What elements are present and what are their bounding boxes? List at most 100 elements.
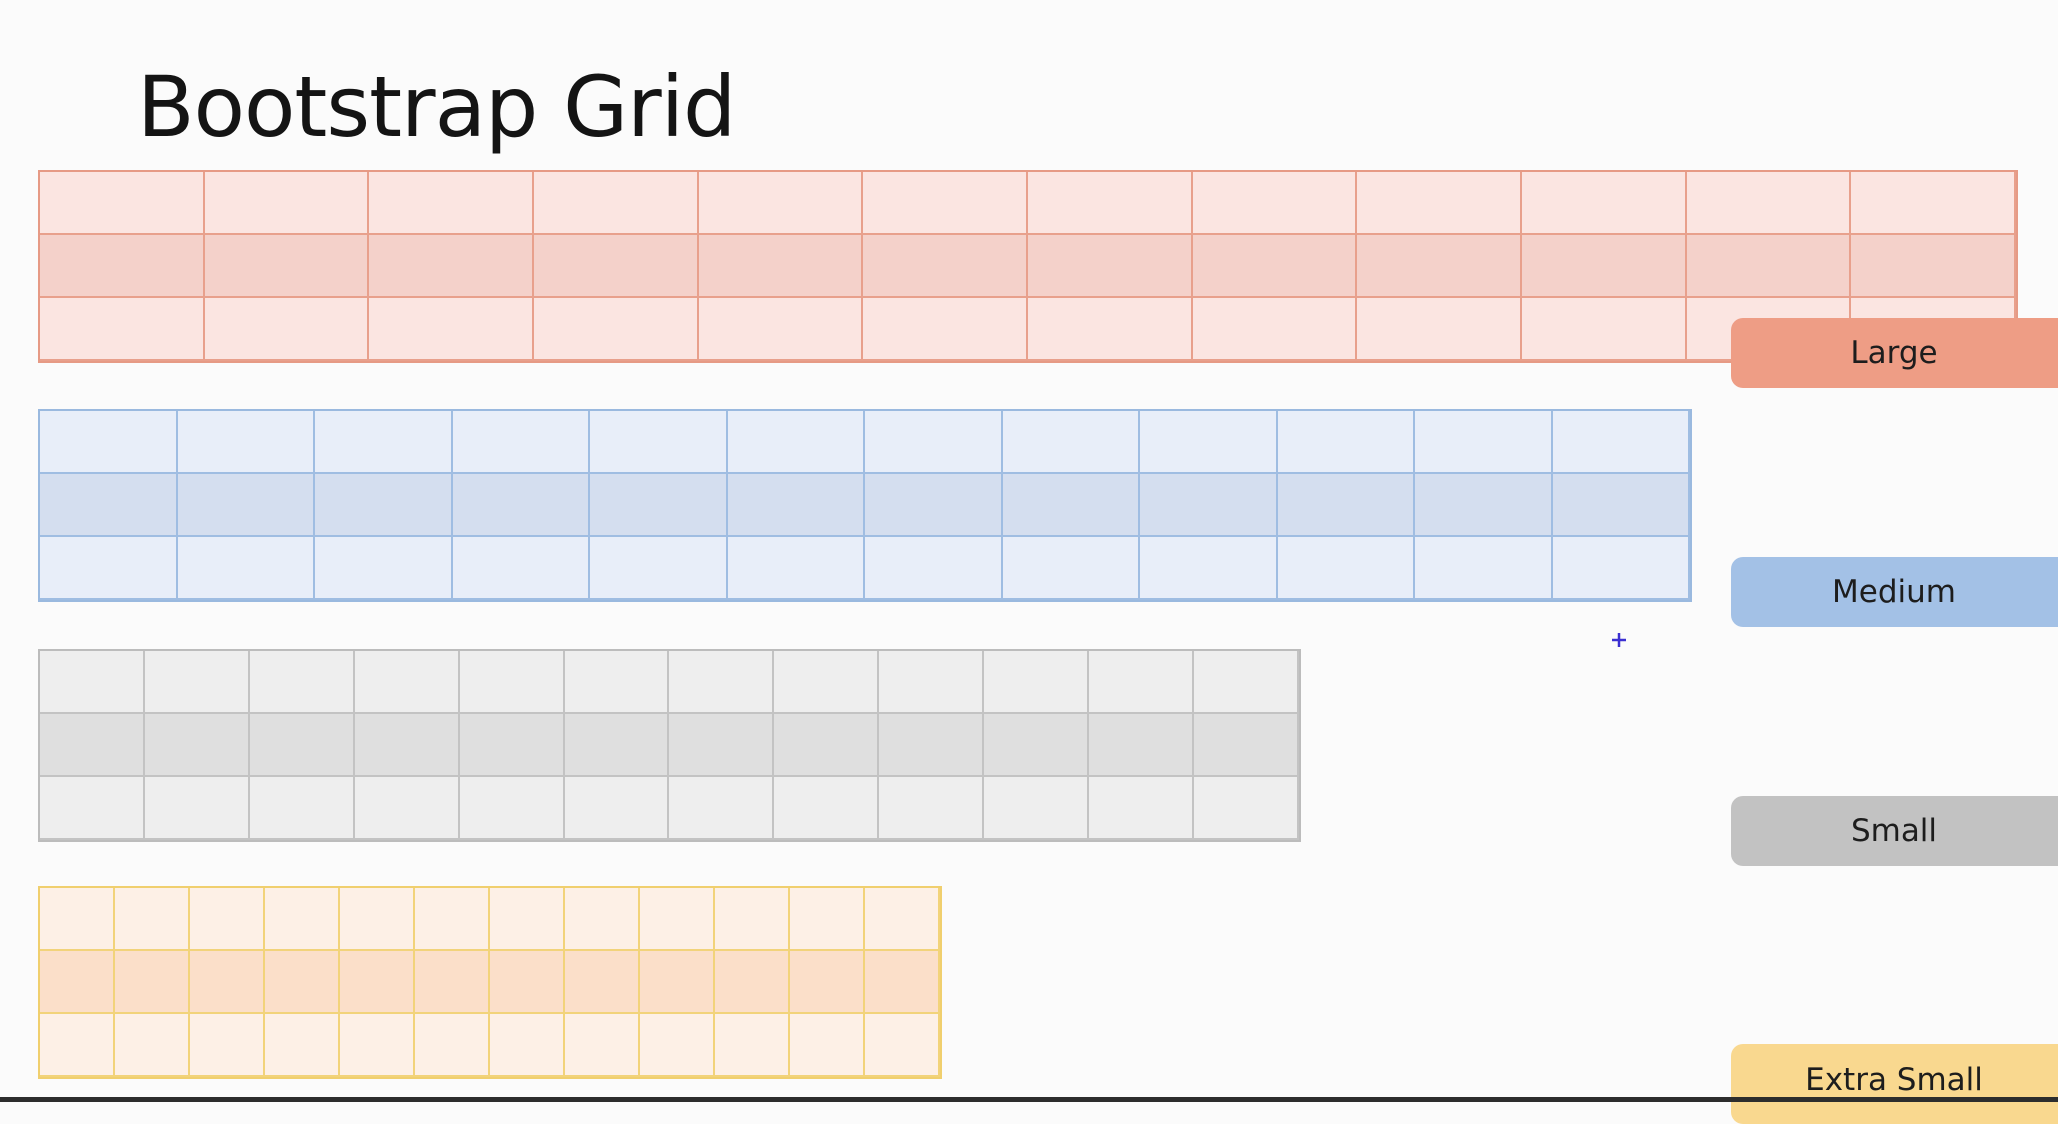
grid-cell (1194, 777, 1299, 840)
grid-cell (698, 172, 864, 235)
grid-cell (1089, 714, 1195, 777)
medium-grid (38, 409, 1692, 602)
grid-cell (863, 235, 1028, 298)
grid-cell (1140, 474, 1278, 537)
grid-cell (354, 777, 460, 840)
grid-cell (354, 714, 460, 777)
grid-cell (1415, 474, 1553, 537)
grid-cell (879, 777, 985, 840)
medium-label: Medium (1731, 557, 2058, 627)
grid-cell (865, 888, 940, 951)
grid-cell (1522, 172, 1687, 235)
grid-cell (40, 537, 178, 600)
grid-cell (452, 474, 590, 537)
grid-cell (1028, 298, 1193, 361)
grid-cell (115, 888, 190, 951)
grid-cell (865, 1014, 940, 1077)
grid-cell (1192, 235, 1358, 298)
grid-cell (984, 777, 1090, 840)
grid-cell (534, 235, 699, 298)
grid-cell (369, 298, 534, 361)
grid-cell (1552, 474, 1690, 537)
grid-cell (879, 651, 985, 714)
grid-cell (490, 888, 565, 951)
grid-cell (1415, 537, 1553, 600)
grid-cell (790, 1014, 865, 1077)
grid-cell (715, 888, 790, 951)
grid-cell (40, 235, 205, 298)
large-grid (38, 170, 2018, 363)
grid-cell (715, 951, 790, 1014)
small-grid (38, 649, 1301, 842)
grid-cell (490, 1014, 565, 1077)
grid-cell (265, 1014, 340, 1077)
grid-cell (490, 951, 565, 1014)
grid-cell (369, 172, 534, 235)
large-label: Large (1731, 318, 2058, 388)
grid-cell (315, 474, 453, 537)
grid-cell (1089, 651, 1195, 714)
grid-cell (564, 714, 670, 777)
grid-cell (144, 714, 250, 777)
grid-cell (40, 1014, 115, 1077)
grid-cell (177, 537, 315, 600)
grid-cell (790, 951, 865, 1014)
grid-cell (40, 951, 115, 1014)
grid-cell (204, 172, 370, 235)
grid-cell (1002, 474, 1140, 537)
grid-cell (1140, 537, 1278, 600)
grid-cell (1028, 172, 1193, 235)
grid-cell (590, 411, 728, 474)
grid-cell (565, 1014, 640, 1077)
grid-cell (863, 298, 1028, 361)
grid-cell (564, 651, 670, 714)
grid-cell (1357, 235, 1522, 298)
grid-cell (1522, 235, 1687, 298)
grid-cell (340, 1014, 415, 1077)
grid-cell (669, 714, 775, 777)
grid-cell (727, 537, 865, 600)
grid-cell (144, 651, 250, 714)
grid-cell (415, 951, 490, 1014)
grid-cell (1277, 411, 1415, 474)
grid-cell (984, 651, 1090, 714)
grid-cell (452, 537, 590, 600)
grid-cell (144, 777, 250, 840)
grid-cell (190, 1014, 265, 1077)
grid-cell (1028, 235, 1193, 298)
mouse-cursor-icon (1612, 633, 1626, 647)
grid-cell (315, 537, 453, 600)
grid-cell (1686, 172, 1852, 235)
grid-cell (565, 888, 640, 951)
grid-cell (452, 411, 590, 474)
extra-small-grid (38, 886, 942, 1079)
grid-cell (1686, 235, 1852, 298)
grid-cell (790, 888, 865, 951)
grid-cell (1415, 411, 1553, 474)
grid-cell (249, 777, 355, 840)
grid-cell (1552, 537, 1690, 600)
grid-cell (40, 474, 178, 537)
grid-cell (40, 298, 205, 361)
grid-cell (640, 951, 715, 1014)
grid-cell (984, 714, 1090, 777)
grid-cell (774, 714, 880, 777)
grid-cell (459, 651, 565, 714)
grid-cell (40, 172, 205, 235)
grid-cell (774, 777, 880, 840)
grid-cell (865, 537, 1003, 600)
grid-cell (865, 474, 1003, 537)
grid-cell (40, 714, 145, 777)
slide-title: Bootstrap Grid (137, 58, 736, 156)
grid-cell (40, 651, 145, 714)
grid-cell (459, 777, 565, 840)
small-label: Small (1731, 796, 2058, 866)
grid-cell (190, 951, 265, 1014)
grid-cell (204, 235, 370, 298)
grid-cell (1089, 777, 1195, 840)
grid-cell (1277, 474, 1415, 537)
grid-cell (865, 411, 1003, 474)
grid-cell (774, 651, 880, 714)
grid-cell (415, 1014, 490, 1077)
grid-cell (715, 1014, 790, 1077)
